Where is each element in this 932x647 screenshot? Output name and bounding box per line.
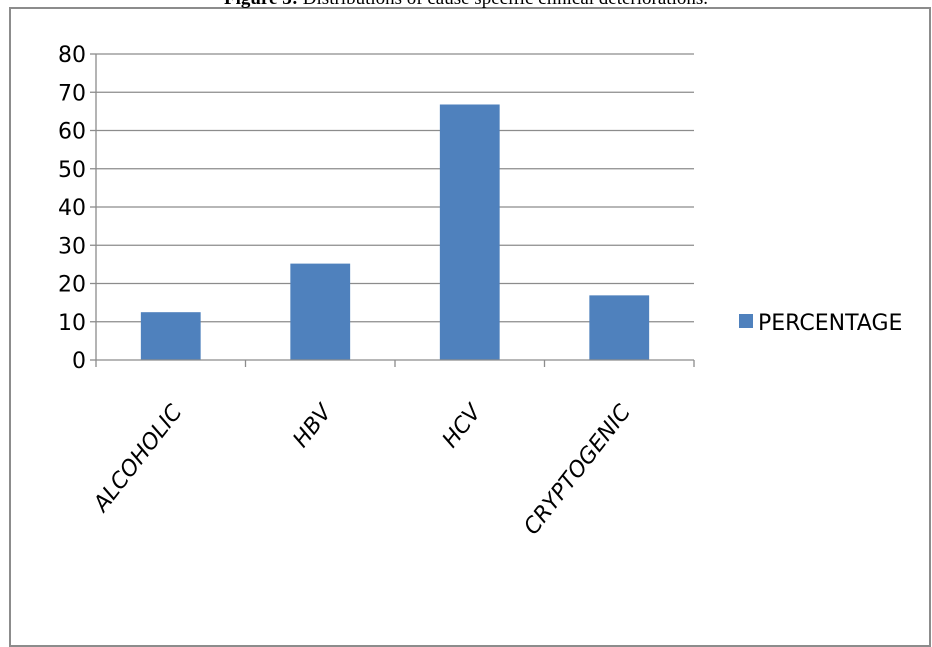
caption-text: Distributions of cause specific clinical… <box>303 0 708 9</box>
bar-chart: 0 10 20 30 40 50 60 70 80 ALCOHOLIC HBV HCV CRYPTOG… <box>58 43 902 540</box>
y-tick-label-40: 40 <box>58 196 86 221</box>
bars <box>140 104 650 361</box>
caption-label: Figure 3: <box>224 0 298 9</box>
x-tick-label-alcoholic: ALCOHOLIC <box>88 400 188 518</box>
bar-cryptogenic <box>589 295 650 360</box>
y-axis-ticks: 0 10 20 30 40 50 60 70 80 <box>58 43 86 374</box>
legend-swatch <box>739 314 753 328</box>
y-tick-label-10: 10 <box>58 311 86 336</box>
bar-alcoholic <box>140 312 201 360</box>
y-tick-label-60: 60 <box>58 120 86 145</box>
x-tick-label-hcv: HCV <box>438 399 488 453</box>
y-tick-label-50: 50 <box>58 158 86 183</box>
y-tick-label-30: 30 <box>58 234 86 259</box>
legend: PERCENTAGE <box>739 311 902 336</box>
y-tick-label-80: 80 <box>58 43 86 68</box>
y-tick-label-70: 70 <box>58 81 86 106</box>
x-tick-label-cryptogenic: CRYPTOGENIC <box>519 400 636 540</box>
figure-caption: Figure 3: Distributions of cause specifi… <box>0 0 932 10</box>
legend-label: PERCENTAGE <box>758 311 902 336</box>
x-tick-label-hbv: HBV <box>289 399 339 453</box>
bar-hbv <box>290 263 351 360</box>
bar-hcv <box>439 104 500 361</box>
axes <box>95 54 695 367</box>
y-tick-label-20: 20 <box>58 273 86 298</box>
x-axis-labels: ALCOHOLIC HBV HCV CRYPTOGENIC <box>88 399 637 540</box>
y-tick-label-0: 0 <box>72 349 86 374</box>
